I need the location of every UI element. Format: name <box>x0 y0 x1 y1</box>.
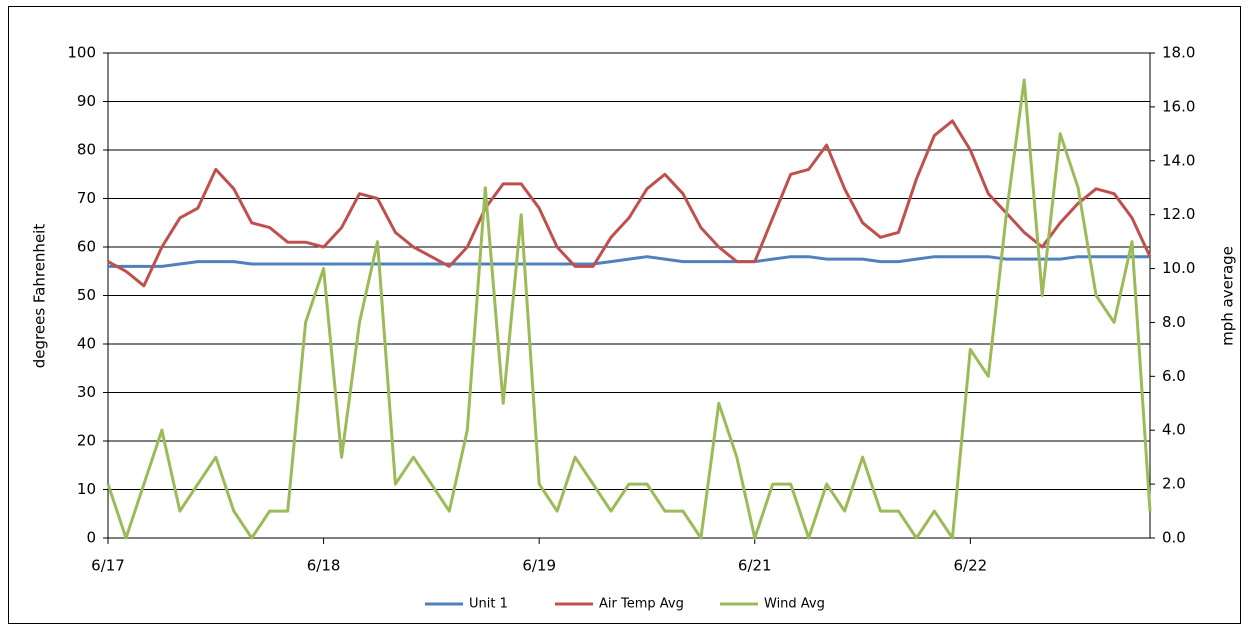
legend-label: Unit 1 <box>469 597 508 612</box>
y-tick-label: 70 <box>77 189 96 207</box>
legend-label: Air Temp Avg <box>599 597 684 612</box>
y-tick-label: 40 <box>77 335 96 353</box>
series-line <box>107 119 1152 288</box>
y-tick-label: 10 <box>77 480 96 498</box>
y-tick-label: 90 <box>77 92 96 110</box>
legend-label: Wind Avg <box>764 597 825 612</box>
y-tick-label: 80 <box>77 141 96 159</box>
series-line <box>106 78 1152 540</box>
x-tick-label: 6/18 <box>307 557 341 575</box>
y-tick-label: 100 <box>67 44 96 62</box>
x-tick-label: 6/17 <box>91 557 125 575</box>
y-tick-label: 60 <box>77 238 96 256</box>
y-axis-title: degrees Fahrenheit <box>31 224 49 369</box>
y2-tick-label: 6.0 <box>1162 367 1186 385</box>
y2-tick-label: 14.0 <box>1162 151 1195 169</box>
y2-axis-title: mph average <box>1219 246 1237 346</box>
y2-tick-label: 4.0 <box>1162 421 1186 439</box>
x-tick-label: 6/22 <box>954 557 988 575</box>
series-line <box>108 255 1150 268</box>
y-tick-label: 20 <box>77 432 96 450</box>
y2-tick-label: 8.0 <box>1162 313 1186 331</box>
y2-tick-label: 16.0 <box>1162 97 1195 115</box>
y2-tick-label: 0.0 <box>1162 529 1186 547</box>
y-tick-label: 0 <box>86 529 96 547</box>
y2-tick-label: 2.0 <box>1162 475 1186 493</box>
y2-tick-label: 10.0 <box>1162 259 1195 277</box>
y-tick-label: 30 <box>77 383 96 401</box>
y2-tick-label: 18.0 <box>1162 44 1195 62</box>
chart-border <box>8 6 1241 624</box>
y-tick-label: 50 <box>77 286 96 304</box>
x-tick-label: 6/21 <box>738 557 772 575</box>
y2-tick-label: 12.0 <box>1162 205 1195 223</box>
x-tick-label: 6/19 <box>522 557 556 575</box>
